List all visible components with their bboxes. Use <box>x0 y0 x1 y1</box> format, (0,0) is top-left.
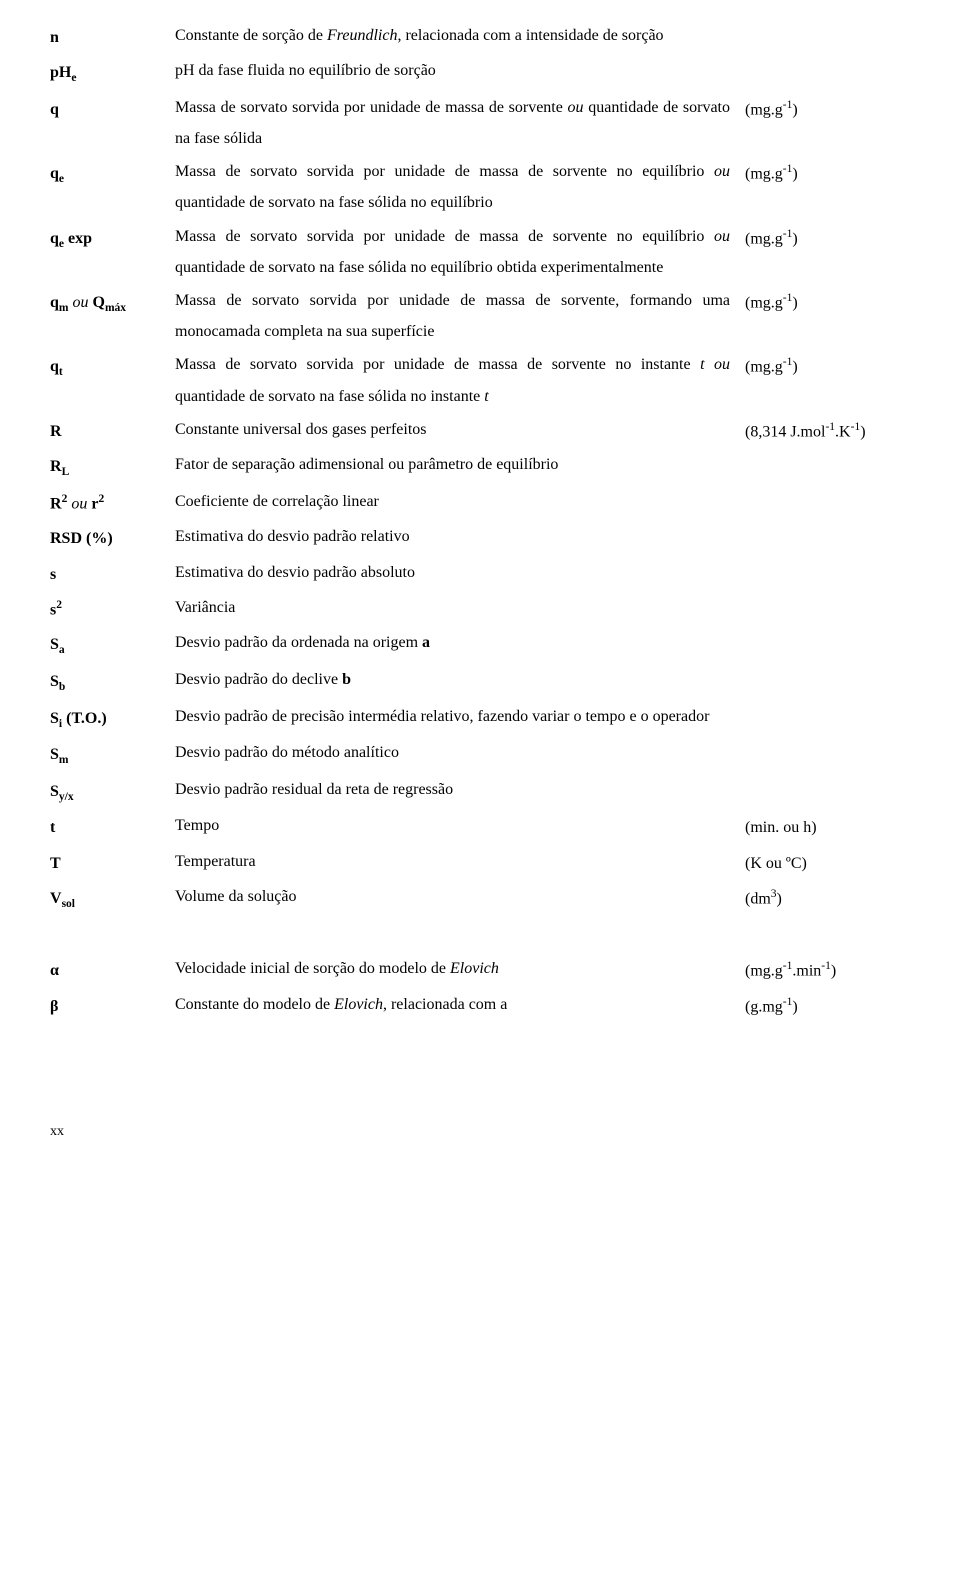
definition-row: R2 ou r2Coeficiente de correlação linear <box>50 486 910 520</box>
symbol-cell: T <box>50 846 175 879</box>
unit-cell <box>745 449 910 451</box>
symbol-cell: Sb <box>50 664 175 699</box>
symbol-cell: pHe <box>50 55 175 90</box>
description-cell: Constante de sorção de Freundlich, relac… <box>175 20 745 51</box>
description-cell: Massa de sorvato sorvida por unidade de … <box>175 349 745 411</box>
definition-row: qtMassa de sorvato sorvida por unidade d… <box>50 349 910 411</box>
unit-cell <box>745 557 910 559</box>
unit-cell <box>745 20 910 22</box>
definition-row: qeMassa de sorvato sorvida por unidade d… <box>50 156 910 218</box>
unit-cell <box>745 774 910 776</box>
definition-row: SmDesvio padrão do método analítico <box>50 737 910 772</box>
unit-cell <box>745 737 910 739</box>
section-spacer <box>50 917 910 953</box>
definitions-table-1: nConstante de sorção de Freundlich, rela… <box>50 20 910 915</box>
symbol-cell: qm ou Qmáx <box>50 285 175 320</box>
unit-cell: (dm3) <box>745 881 910 915</box>
description-cell: Massa de sorvato sorvida por unidade de … <box>175 285 745 347</box>
definition-row: s2Variância <box>50 592 910 626</box>
symbol-cell: R2 ou r2 <box>50 486 175 520</box>
symbol-cell: s <box>50 557 175 590</box>
description-cell: Desvio padrão do declive b <box>175 664 745 695</box>
unit-cell <box>745 521 910 523</box>
description-cell: Desvio padrão da ordenada na origem a <box>175 627 745 658</box>
page-footer: xx <box>50 1118 910 1145</box>
definition-row: tTempo(min. ou h) <box>50 810 910 843</box>
definition-row: qMassa de sorvato sorvida por unidade de… <box>50 92 910 154</box>
unit-cell <box>745 55 910 57</box>
unit-cell: (min. ou h) <box>745 810 910 843</box>
unit-cell: (mg.g-1) <box>745 285 910 319</box>
unit-cell: (mg.g-1) <box>745 221 910 255</box>
symbol-cell: Vsol <box>50 881 175 916</box>
unit-cell: (8,314 J.mol-1.K-1) <box>745 414 910 448</box>
symbol-cell: q <box>50 92 175 125</box>
description-cell: Coeficiente de correlação linear <box>175 486 745 517</box>
definition-row: βConstante do modelo de Elovich, relacio… <box>50 989 910 1023</box>
symbol-cell: qt <box>50 349 175 384</box>
description-cell: Massa de sorvato sorvida por unidade de … <box>175 156 745 218</box>
unit-cell <box>745 701 910 703</box>
description-cell: Fator de separação adimensional ou parâm… <box>175 449 745 480</box>
symbol-cell: RL <box>50 449 175 484</box>
unit-cell <box>745 627 910 629</box>
description-cell: Estimativa do desvio padrão relativo <box>175 521 745 552</box>
description-cell: Massa de sorvato sorvida por unidade de … <box>175 221 745 283</box>
description-cell: Estimativa do desvio padrão absoluto <box>175 557 745 588</box>
definition-row: RLFator de separação adimensional ou par… <box>50 449 910 484</box>
definition-row: nConstante de sorção de Freundlich, rela… <box>50 20 910 53</box>
symbol-cell: β <box>50 989 175 1022</box>
unit-cell: (g.mg-1) <box>745 989 910 1023</box>
symbol-cell: RSD (%) <box>50 521 175 554</box>
definition-row: αVelocidade inicial de sorção do modelo … <box>50 953 910 987</box>
symbol-cell: Sy/x <box>50 774 175 809</box>
symbol-cell: qe exp <box>50 221 175 256</box>
symbol-cell: R <box>50 414 175 447</box>
description-cell: Desvio padrão residual da reta de regres… <box>175 774 745 805</box>
definition-row: qe expMassa de sorvato sorvida por unida… <box>50 221 910 283</box>
symbol-cell: Sm <box>50 737 175 772</box>
symbol-cell: n <box>50 20 175 53</box>
symbol-cell: s2 <box>50 592 175 626</box>
description-cell: Temperatura <box>175 846 745 877</box>
unit-cell <box>745 486 910 488</box>
definition-row: qm ou QmáxMassa de sorvato sorvida por u… <box>50 285 910 347</box>
unit-cell: (mg.g-1) <box>745 156 910 190</box>
symbol-cell: Sa <box>50 627 175 662</box>
definition-row: Si (T.O.)Desvio padrão de precisão inter… <box>50 701 910 736</box>
description-cell: Constante universal dos gases perfeitos <box>175 414 745 445</box>
unit-cell: (mg.g-1) <box>745 92 910 126</box>
description-cell: Volume da solução <box>175 881 745 912</box>
description-cell: Variância <box>175 592 745 623</box>
description-cell: Massa de sorvato sorvida por unidade de … <box>175 92 745 154</box>
definition-row: pHepH da fase fluida no equilíbrio de so… <box>50 55 910 90</box>
unit-cell: (mg.g-1.min-1) <box>745 953 910 987</box>
description-cell: Desvio padrão do método analítico <box>175 737 745 768</box>
definition-row: RConstante universal dos gases perfeitos… <box>50 414 910 448</box>
definition-row: Sy/xDesvio padrão residual da reta de re… <box>50 774 910 809</box>
symbol-cell: Si (T.O.) <box>50 701 175 736</box>
definition-row: VsolVolume da solução(dm3) <box>50 881 910 916</box>
definition-row: RSD (%)Estimativa do desvio padrão relat… <box>50 521 910 554</box>
definition-row: sEstimativa do desvio padrão absoluto <box>50 557 910 590</box>
symbol-cell: qe <box>50 156 175 191</box>
definition-row: TTemperatura(K ou ºC) <box>50 846 910 879</box>
unit-cell <box>745 592 910 594</box>
unit-cell <box>745 664 910 666</box>
definitions-table-2: αVelocidade inicial de sorção do modelo … <box>50 953 910 1022</box>
description-cell: pH da fase fluida no equilíbrio de sorçã… <box>175 55 745 86</box>
description-cell: Tempo <box>175 810 745 841</box>
symbol-cell: α <box>50 953 175 986</box>
definition-row: SaDesvio padrão da ordenada na origem a <box>50 627 910 662</box>
definition-row: SbDesvio padrão do declive b <box>50 664 910 699</box>
description-cell: Constante do modelo de Elovich, relacion… <box>175 989 745 1020</box>
description-cell: Velocidade inicial de sorção do modelo d… <box>175 953 745 984</box>
unit-cell: (mg.g-1) <box>745 349 910 383</box>
description-cell: Desvio padrão de precisão intermédia rel… <box>175 701 745 732</box>
symbol-cell: t <box>50 810 175 843</box>
unit-cell: (K ou ºC) <box>745 846 910 879</box>
